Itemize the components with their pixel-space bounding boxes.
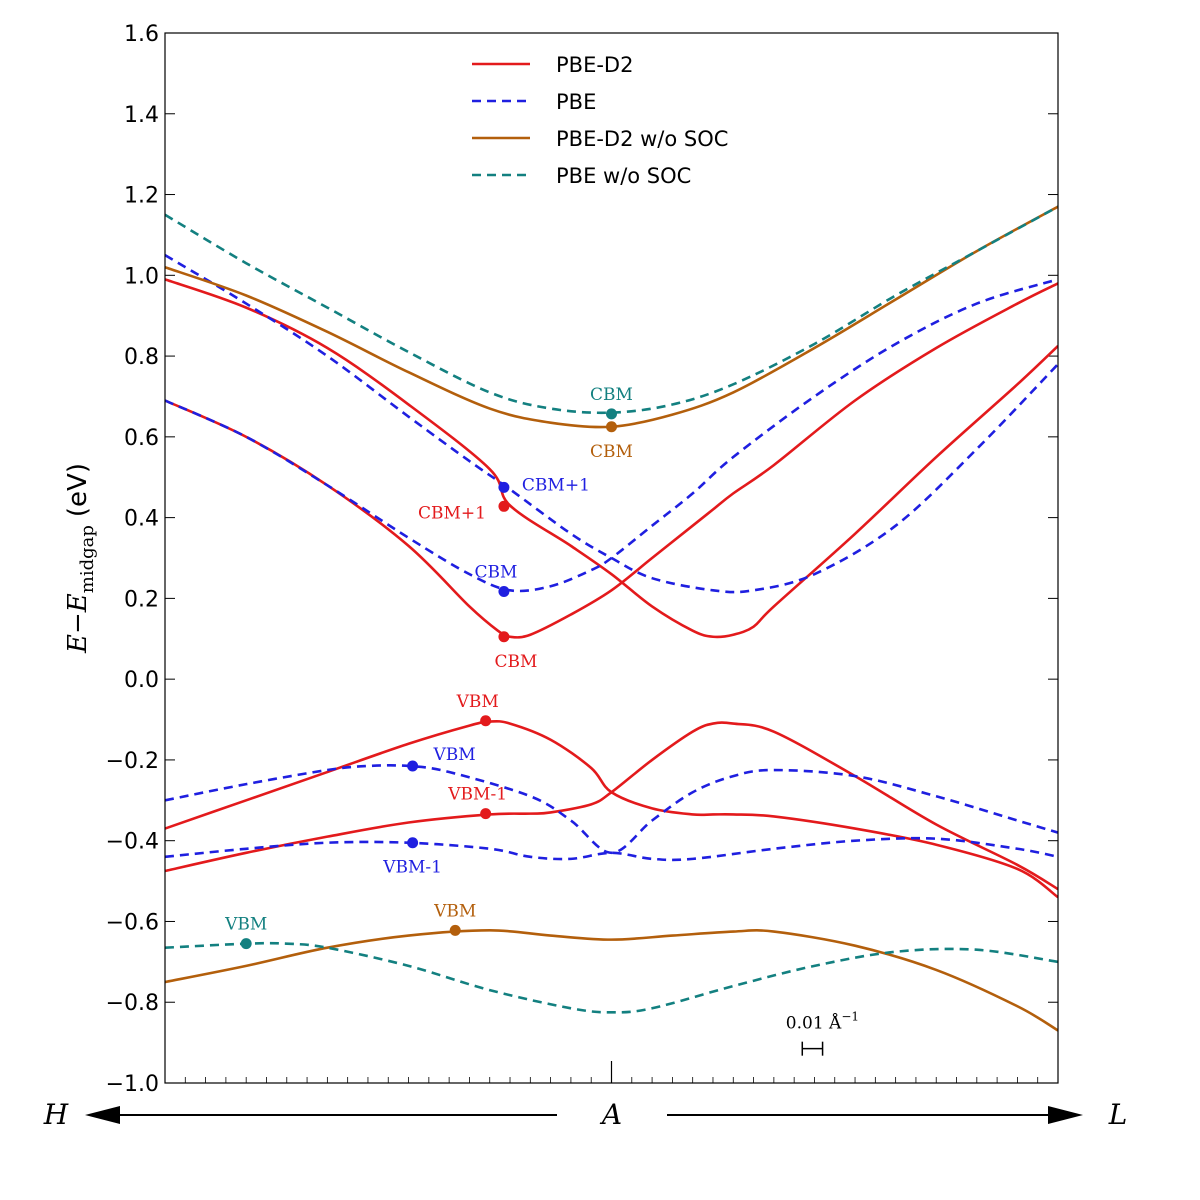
y-tick-labels: −1.0 −0.8 −0.6 −0.4 −0.2 0.0 0.2 0.4 0.6 0.8 1.0 1.…: [106, 22, 159, 1097]
band-curve: [165, 278, 1058, 639]
band-curve: [165, 941, 1058, 1014]
extremum-marker: [449, 924, 461, 936]
y-tick-label: −0.6: [106, 910, 159, 935]
plot-frame: [164, 32, 1059, 1084]
left-arrow-head: [85, 1106, 120, 1124]
extremum-label: VBM-1: [382, 858, 442, 878]
y-tick-label: 1.6: [124, 22, 159, 47]
extremum-marker: [240, 938, 252, 950]
band-curve: [165, 929, 1058, 1032]
band-curve: [165, 254, 1058, 594]
extremum-marker: [480, 715, 492, 727]
extremum-label: VBM: [456, 692, 499, 712]
band-curve: [165, 721, 1058, 891]
k-path: H A L: [43, 1098, 1128, 1131]
band-curve: [165, 205, 1058, 415]
legend-label: PBE: [556, 90, 596, 114]
band-curve: [165, 282, 1058, 639]
extremum-marker: [606, 408, 617, 420]
y-tick-label: 0.4: [124, 507, 159, 532]
scale-bar-label: 0.01 Å−1: [786, 1010, 859, 1034]
extremum-marker: [407, 837, 419, 849]
y-tick-label: −1.0: [106, 1072, 159, 1097]
scale-bar: 0.01 Å−1: [786, 1010, 859, 1056]
axis-ticks: [164, 32, 1059, 1084]
band-curve: [165, 836, 1058, 862]
extremum-label: CBM+1: [522, 475, 590, 495]
extremum-marker: [498, 481, 510, 493]
y-tick-label: −0.2: [106, 749, 159, 774]
extremum-marker: [498, 586, 510, 598]
y-tick-label: 0.6: [124, 426, 159, 451]
k-label-h: H: [43, 1098, 69, 1131]
k-label-a: A: [599, 1098, 622, 1131]
band-curve: [165, 719, 1058, 899]
extremum-marker: [606, 421, 617, 433]
legend-label: PBE w/o SOC: [556, 164, 691, 188]
legend-label: PBE-D2: [556, 53, 633, 77]
legend: PBE-D2 PBE PBE-D2 w/o SOC PBE w/o SOC: [472, 53, 728, 188]
band-curve: [165, 278, 1058, 593]
extremum-label: CBM: [590, 385, 633, 405]
extremum-marker: [407, 760, 419, 772]
extremum-label: VBM: [224, 915, 267, 935]
extremum-label: CBM: [494, 652, 537, 672]
y-tick-label: 0.0: [124, 668, 159, 693]
band-curves: [165, 205, 1058, 1032]
extremum-label: VBM-1: [447, 785, 507, 805]
extremum-label: CBM: [474, 563, 517, 583]
legend-label: PBE-D2 w/o SOC: [556, 127, 728, 151]
extremum-marker: [480, 808, 492, 820]
extremum-marker: [498, 500, 510, 512]
extrema-annotations: CBMCBMCBM+1CBM+1CBMCBMVBMVBMVBM-1VBM-1VB…: [224, 385, 633, 935]
y-tick-label: 1.0: [124, 264, 159, 289]
right-arrow-head: [1048, 1106, 1083, 1124]
extrema-markers: [240, 408, 617, 950]
y-tick-label: 1.4: [124, 103, 159, 128]
extremum-label: CBM+1: [418, 503, 486, 523]
y-tick-label: −0.8: [106, 991, 159, 1016]
extremum-label: VBM: [433, 745, 476, 765]
y-tick-label: 0.2: [124, 587, 159, 612]
extremum-label: CBM: [590, 442, 633, 462]
y-tick-label: 1.2: [124, 184, 159, 209]
extremum-marker: [498, 631, 510, 643]
y-tick-label: −0.4: [106, 830, 159, 855]
band-curve: [165, 764, 1058, 855]
k-label-l: L: [1108, 1098, 1128, 1131]
y-tick-label: 0.8: [124, 345, 159, 370]
y-axis-label: E−Emidgap(eV): [63, 463, 98, 654]
extremum-label: VBM: [433, 901, 476, 921]
